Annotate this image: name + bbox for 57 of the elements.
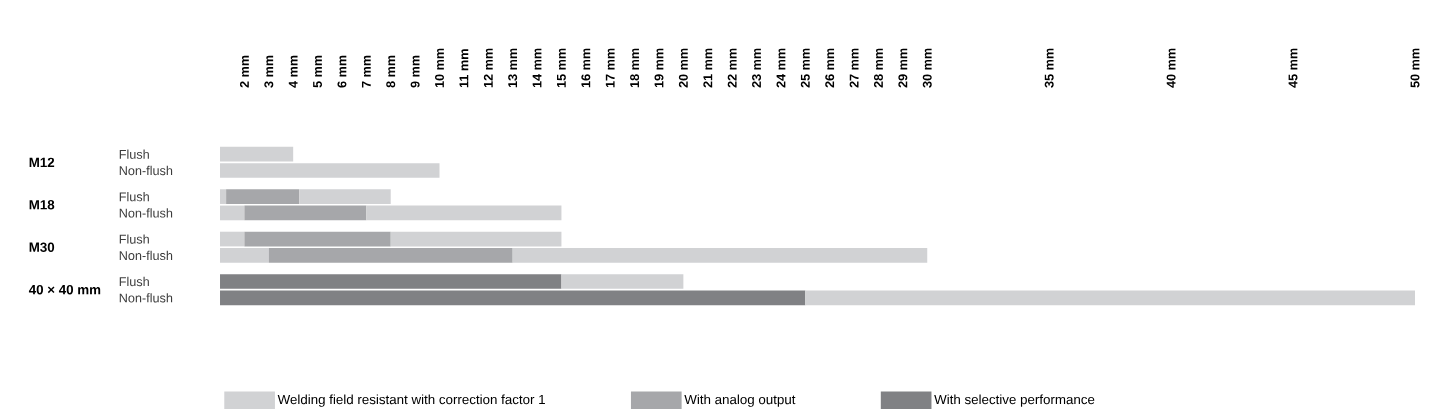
x-tick-label: 5 mm — [313, 55, 322, 88]
x-tick-label: 40 mm — [1166, 48, 1176, 88]
x-tick-label: 8 mm — [386, 55, 396, 88]
x-tick-label: 45 mm — [1288, 48, 1298, 88]
x-tick-label: 19 mm — [654, 48, 664, 88]
x-tick-label: 13 mm — [508, 48, 518, 88]
x-tick-label: 11 mm — [459, 49, 469, 88]
x-tick-label: 10 mm — [435, 48, 444, 88]
bar — [220, 205, 245, 221]
x-tick-label: 4 mm — [288, 55, 298, 88]
x-tick-label: 2 mm — [239, 55, 249, 88]
legend-label: With selective performance — [934, 394, 1095, 407]
bar — [805, 290, 1415, 306]
x-tick-label: 17 mm — [605, 48, 615, 88]
y-tick-label: Non-flush — [119, 250, 173, 261]
legend-label: Welding field resistant with correction factor 1 — [277, 394, 545, 407]
x-tick-label: 26 mm — [825, 48, 835, 88]
x-tick-label: 28 mm — [873, 48, 883, 88]
x-tick-label: 9 mm — [410, 55, 420, 88]
x-tick-label: 24 mm — [776, 48, 786, 88]
x-tick-label: 22 mm — [727, 48, 737, 88]
y-tick-label: Flush — [119, 149, 149, 159]
legend-label: With analog output — [684, 394, 796, 407]
x-tick-label: 7 mm — [361, 55, 371, 88]
x-tick-label: 25 mm — [800, 48, 810, 88]
text: M12 — [29, 157, 55, 167]
y-tick-label: Flush — [119, 191, 149, 202]
x-tick-label: 14 mm — [532, 48, 542, 88]
y-tick-label: Non-flush — [119, 293, 173, 303]
x-tick-label: 50 mm — [1410, 48, 1420, 88]
x-tick-label: 18 mm — [630, 48, 640, 88]
bar — [220, 189, 227, 204]
x-tick-label: 12 mm — [483, 48, 493, 88]
x-tick-label: 30 mm — [922, 48, 932, 88]
y-tick-label: Non-flush — [119, 208, 173, 218]
text: M18 — [29, 200, 55, 210]
bar — [226, 189, 300, 204]
bar — [299, 189, 391, 204]
y-tick-label: Non-flush — [119, 165, 173, 176]
bar — [220, 248, 269, 263]
x-tick-label: 3 mm — [264, 55, 274, 88]
x-tick-label: 21 mm — [703, 48, 713, 88]
bar — [268, 248, 513, 263]
x-tick-label: 35 mm — [1044, 48, 1054, 88]
text: M30 — [29, 242, 55, 252]
bar — [512, 248, 928, 263]
x-tick-label: 27 mm — [849, 48, 859, 88]
y-tick-label: Flush — [119, 276, 149, 287]
x-tick-label: 16 mm — [581, 48, 591, 88]
x-tick-label: 15 mm — [557, 48, 566, 88]
x-tick-label: 6 mm — [337, 55, 347, 88]
x-tick-label: 29 mm — [898, 48, 908, 88]
x-tick-label: 23 mm — [752, 48, 762, 88]
x-tick-label: 20 mm — [678, 48, 688, 88]
y-tick-label: Flush — [119, 234, 149, 244]
text: 40 × 40 mm — [28, 284, 101, 295]
bar — [390, 231, 562, 247]
